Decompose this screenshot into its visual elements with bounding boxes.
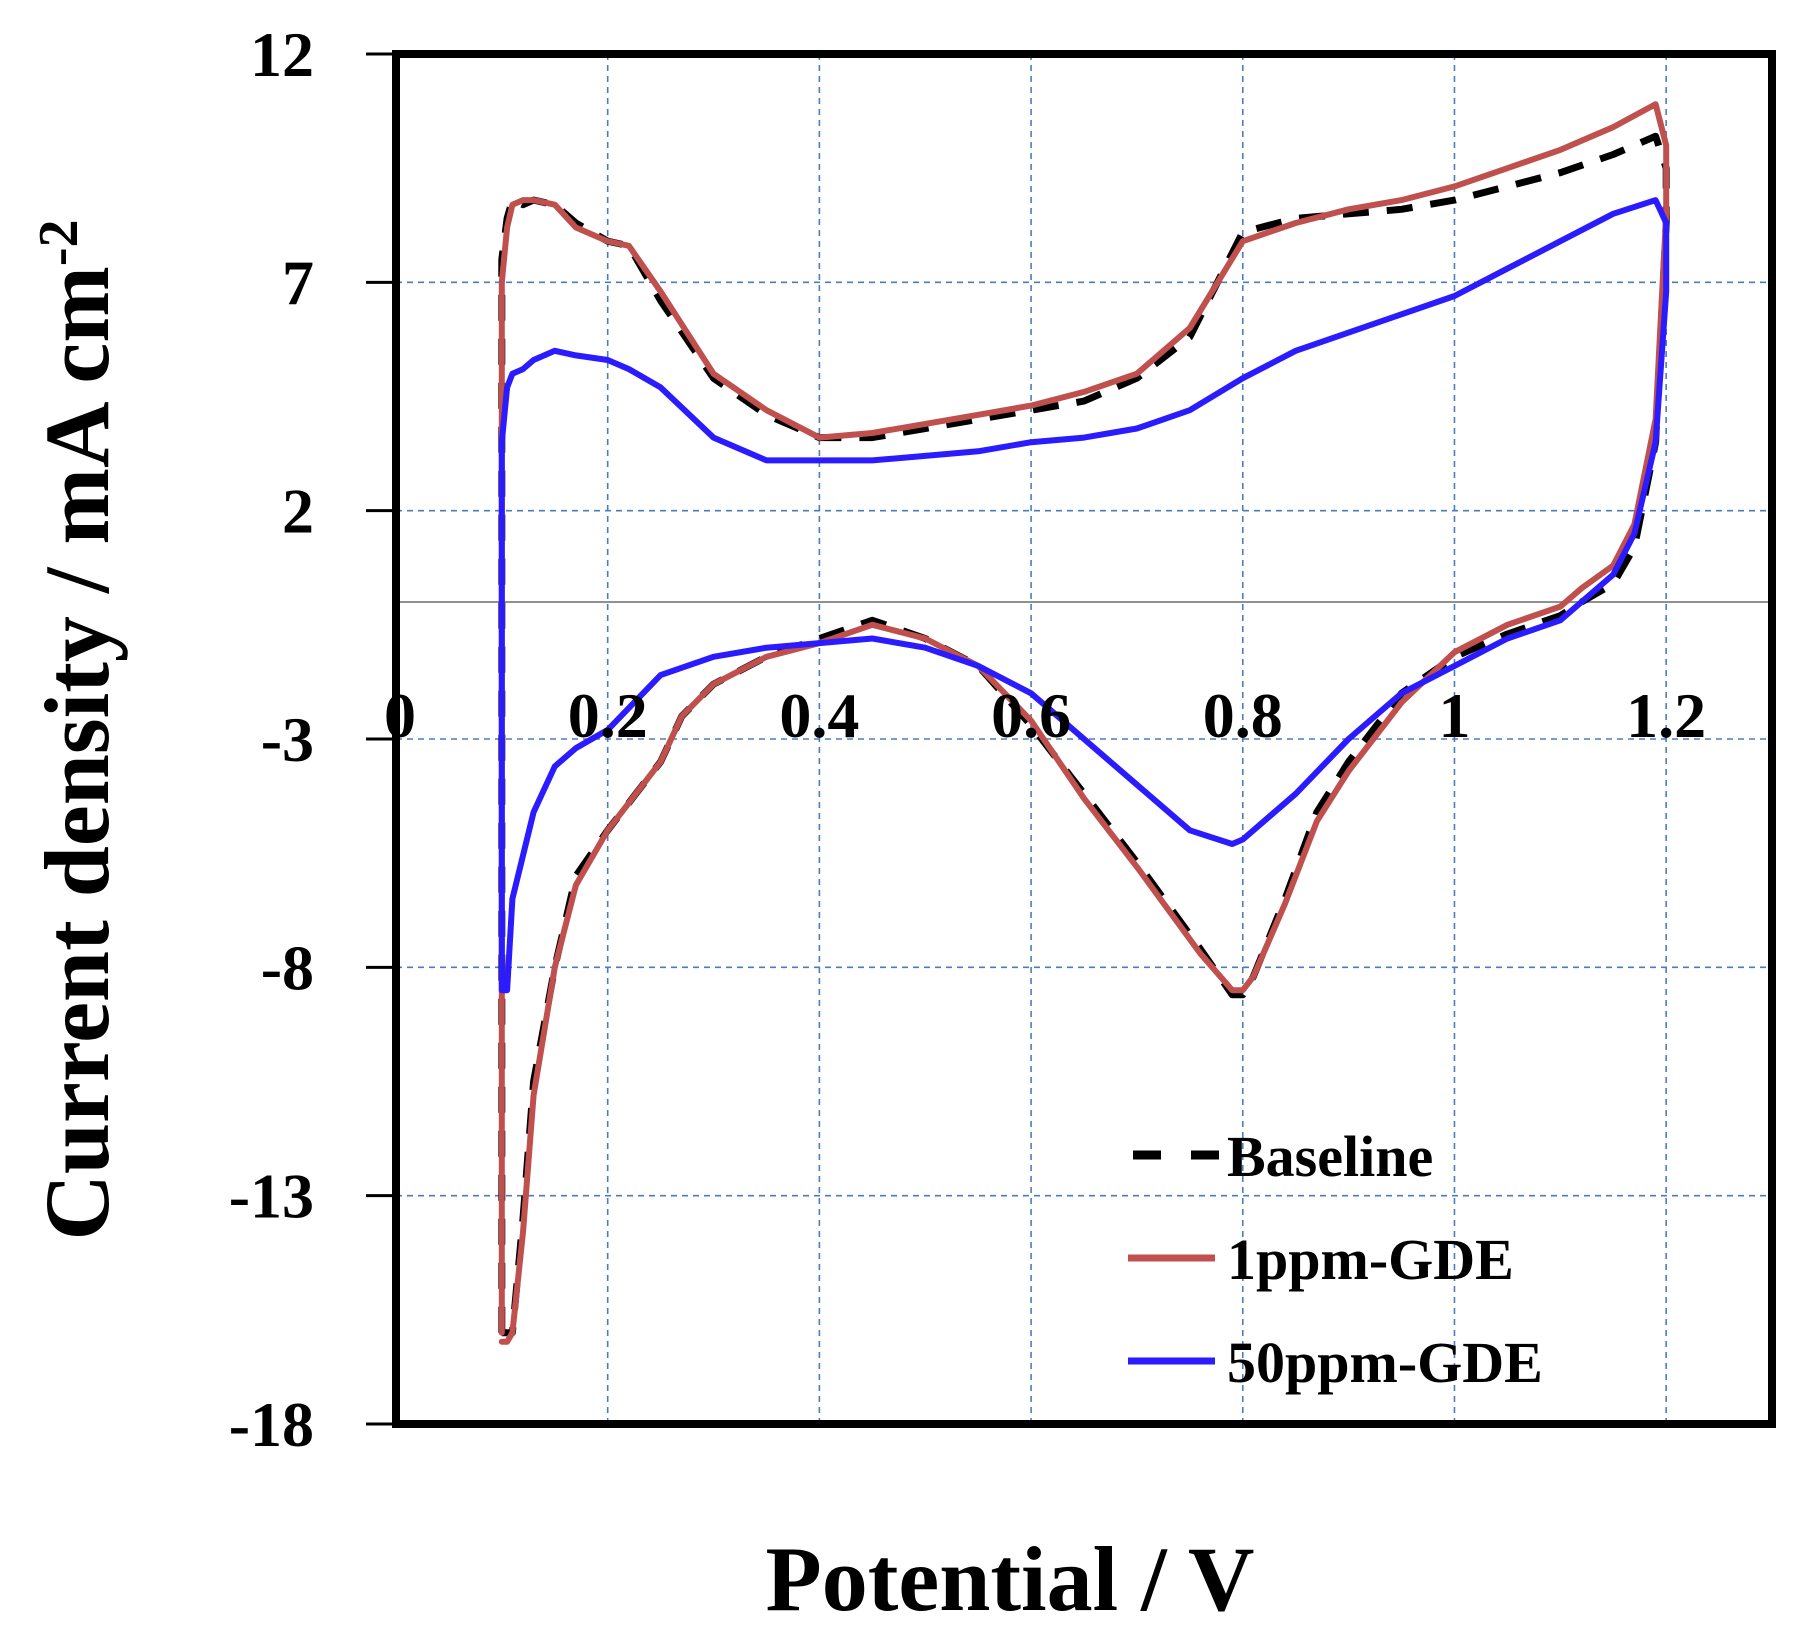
- x-tick-label: 1: [1438, 680, 1470, 751]
- x-tick-label: 0.4: [779, 680, 859, 751]
- y-axis-title: Current density / mA cm-2: [26, 219, 128, 1240]
- y-tick-label: -13: [229, 1161, 314, 1232]
- y-tick-label: 7: [282, 247, 314, 318]
- series-layer: [498, 101, 1670, 1345]
- y-tick-label: -18: [229, 1389, 314, 1460]
- y-axis-title-text: Current density / mA cm: [26, 266, 128, 1240]
- y-tick-label: -8: [261, 932, 314, 1003]
- y-axis-title-superscript: -2: [28, 219, 90, 266]
- x-tick-label: 0.8: [1203, 680, 1283, 751]
- legend-label: 1ppm-GDE: [1227, 1227, 1514, 1292]
- x-ticks: 0.2 0.4 0.6 0.8 1 1.2 0: [384, 680, 1706, 751]
- x-tick-label: 0.6: [991, 680, 1071, 751]
- y-ticks: 12 7 2 -3 -8 -13 -18: [229, 19, 396, 1460]
- x-axis-title: Potential / V: [766, 1528, 1255, 1630]
- y-tick-label: -3: [261, 704, 314, 775]
- legend-label: Baseline: [1227, 1124, 1433, 1189]
- series-line-50ppm-gde: [498, 197, 1670, 994]
- legend-label: 50ppm-GDE: [1227, 1330, 1543, 1395]
- legend: Baseline 1ppm-GDE 50ppm-GDE: [1128, 1124, 1543, 1395]
- y-tick-label: 12: [250, 19, 314, 90]
- series-line-1ppm-gde: [498, 101, 1670, 1345]
- x-tick-label: 0.2: [568, 680, 648, 751]
- x-tick-label-origin: 0: [384, 680, 416, 751]
- y-tick-label: 2: [282, 476, 314, 547]
- x-tick-label: 1.2: [1626, 680, 1706, 751]
